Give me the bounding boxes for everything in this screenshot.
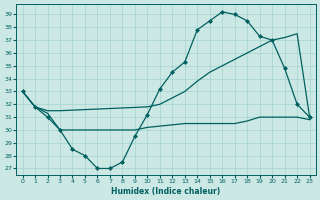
X-axis label: Humidex (Indice chaleur): Humidex (Indice chaleur) [111,187,221,196]
